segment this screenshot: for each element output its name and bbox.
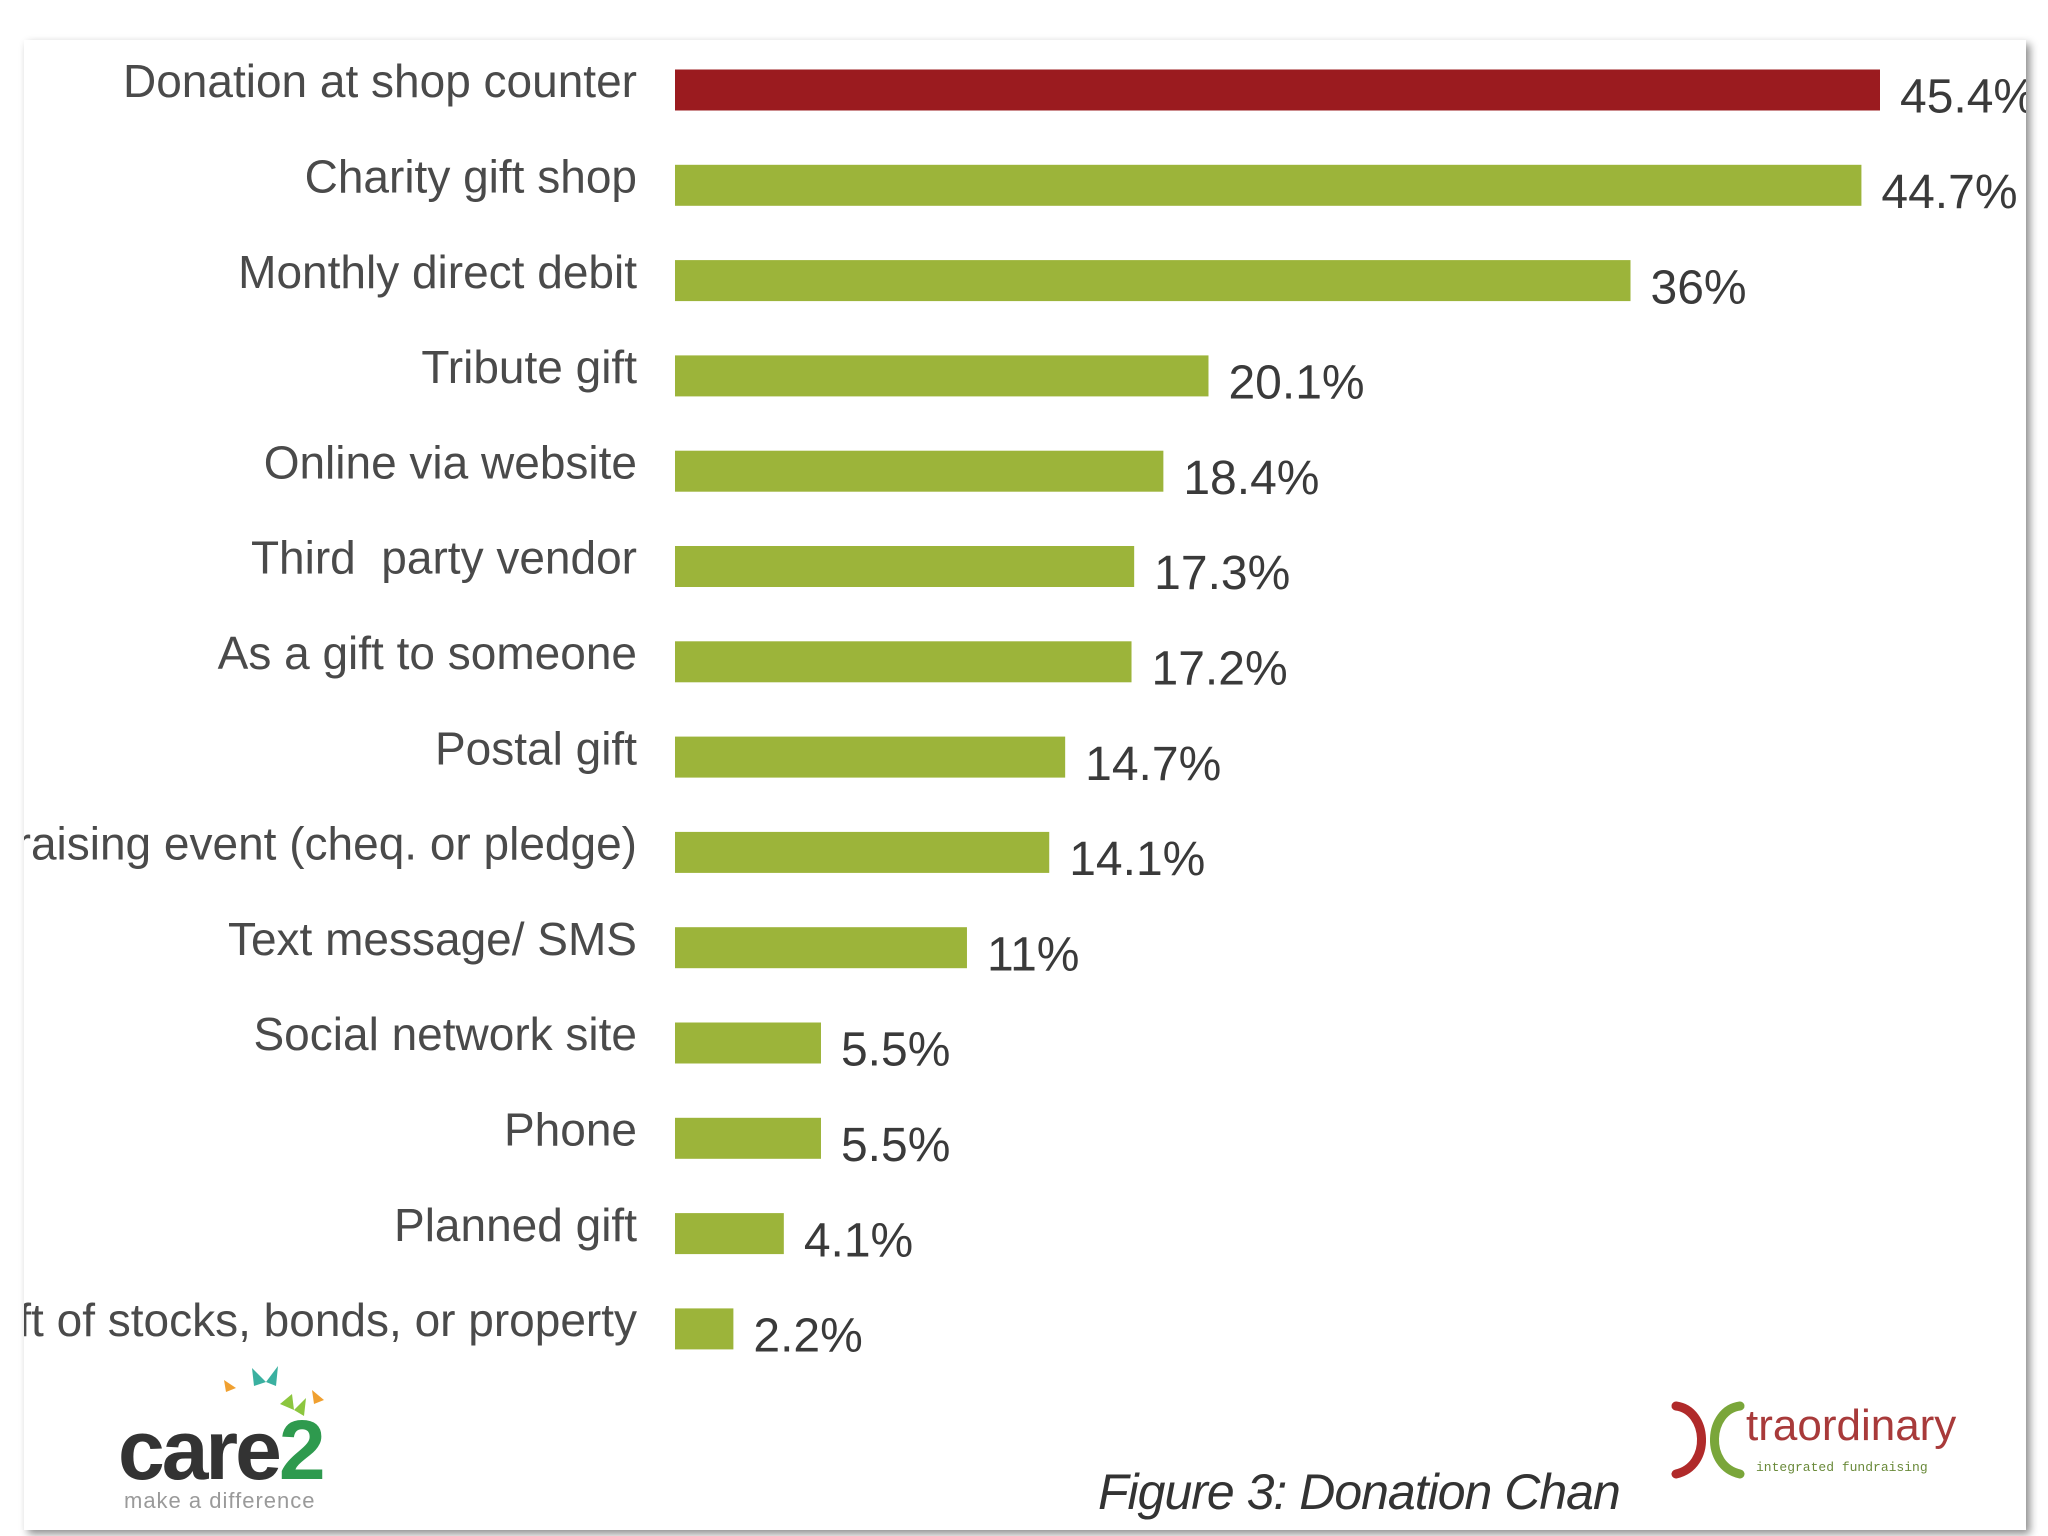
bar bbox=[675, 69, 1880, 111]
value-label: 11% bbox=[987, 928, 1080, 981]
category-label: Third party vendor bbox=[251, 532, 637, 584]
category-label: Phone bbox=[504, 1103, 637, 1155]
bar bbox=[675, 450, 1164, 492]
bar bbox=[675, 355, 1209, 397]
bar bbox=[675, 736, 1066, 778]
xtraordinary-tagline: integrated fundraising bbox=[1756, 1460, 1928, 1475]
care2-tagline: make a difference bbox=[124, 1488, 316, 1513]
value-label: 2.2% bbox=[753, 1310, 862, 1363]
butterfly-icon bbox=[224, 1366, 324, 1416]
category-label: Tribute gift bbox=[421, 341, 637, 393]
bar bbox=[675, 1022, 821, 1064]
value-label: 45.4% bbox=[1900, 71, 2026, 124]
xtraordinary-logo: traordinary integrated fundraising bbox=[1668, 1400, 1968, 1480]
value-label: 17.2% bbox=[1152, 642, 1288, 695]
bar bbox=[675, 164, 1862, 206]
bar bbox=[675, 1213, 784, 1255]
care2-wordmark: care2 bbox=[118, 1403, 326, 1497]
bar bbox=[675, 831, 1050, 873]
category-label: Donation at shop counter bbox=[123, 55, 637, 107]
category-label: Fundraising event (cheq. or pledge) bbox=[24, 818, 637, 870]
category-label: Planned gift bbox=[394, 1199, 637, 1251]
care2-logo: care2 make a difference bbox=[118, 1360, 348, 1513]
x-mark-icon bbox=[1671, 1401, 1745, 1479]
value-label: 17.3% bbox=[1154, 547, 1290, 600]
category-label: Charity gift shop bbox=[305, 150, 637, 202]
bar bbox=[675, 546, 1135, 587]
bar-chart: Donation at shop counter 45.4% Charity gif… bbox=[24, 55, 2026, 1363]
bar bbox=[675, 260, 1631, 302]
bar bbox=[675, 1117, 821, 1159]
value-label: 44.7% bbox=[1881, 166, 2017, 219]
category-label: Social network site bbox=[254, 1008, 638, 1060]
value-label: 18.4% bbox=[1183, 452, 1319, 505]
value-label: 20.1% bbox=[1228, 357, 1364, 410]
value-label: 4.1% bbox=[804, 1214, 913, 1267]
category-label: Postal gift bbox=[435, 722, 637, 774]
value-label: 5.5% bbox=[841, 1119, 950, 1172]
figure-caption: Figure 3: Donation Channels Ov bbox=[1098, 1465, 1620, 1520]
value-label: 14.7% bbox=[1085, 738, 1221, 791]
value-label: 36% bbox=[1651, 261, 1747, 314]
bar bbox=[675, 1308, 734, 1350]
xtraordinary-wordmark: traordinary bbox=[1746, 1401, 1957, 1450]
category-label: Text message/ SMS bbox=[228, 913, 637, 965]
chart-panel: Donation at shop counter 45.4% Charity gif… bbox=[24, 40, 2026, 1530]
category-label: Monthly direct debit bbox=[238, 246, 637, 298]
category-label: As a gift to someone bbox=[218, 627, 637, 679]
category-label: Online via website bbox=[264, 436, 637, 488]
bar bbox=[675, 641, 1132, 683]
bar bbox=[675, 927, 967, 969]
value-label: 5.5% bbox=[841, 1024, 950, 1077]
category-label: Gift of stocks, bonds, or property bbox=[24, 1294, 637, 1346]
value-label: 14.1% bbox=[1069, 833, 1205, 886]
